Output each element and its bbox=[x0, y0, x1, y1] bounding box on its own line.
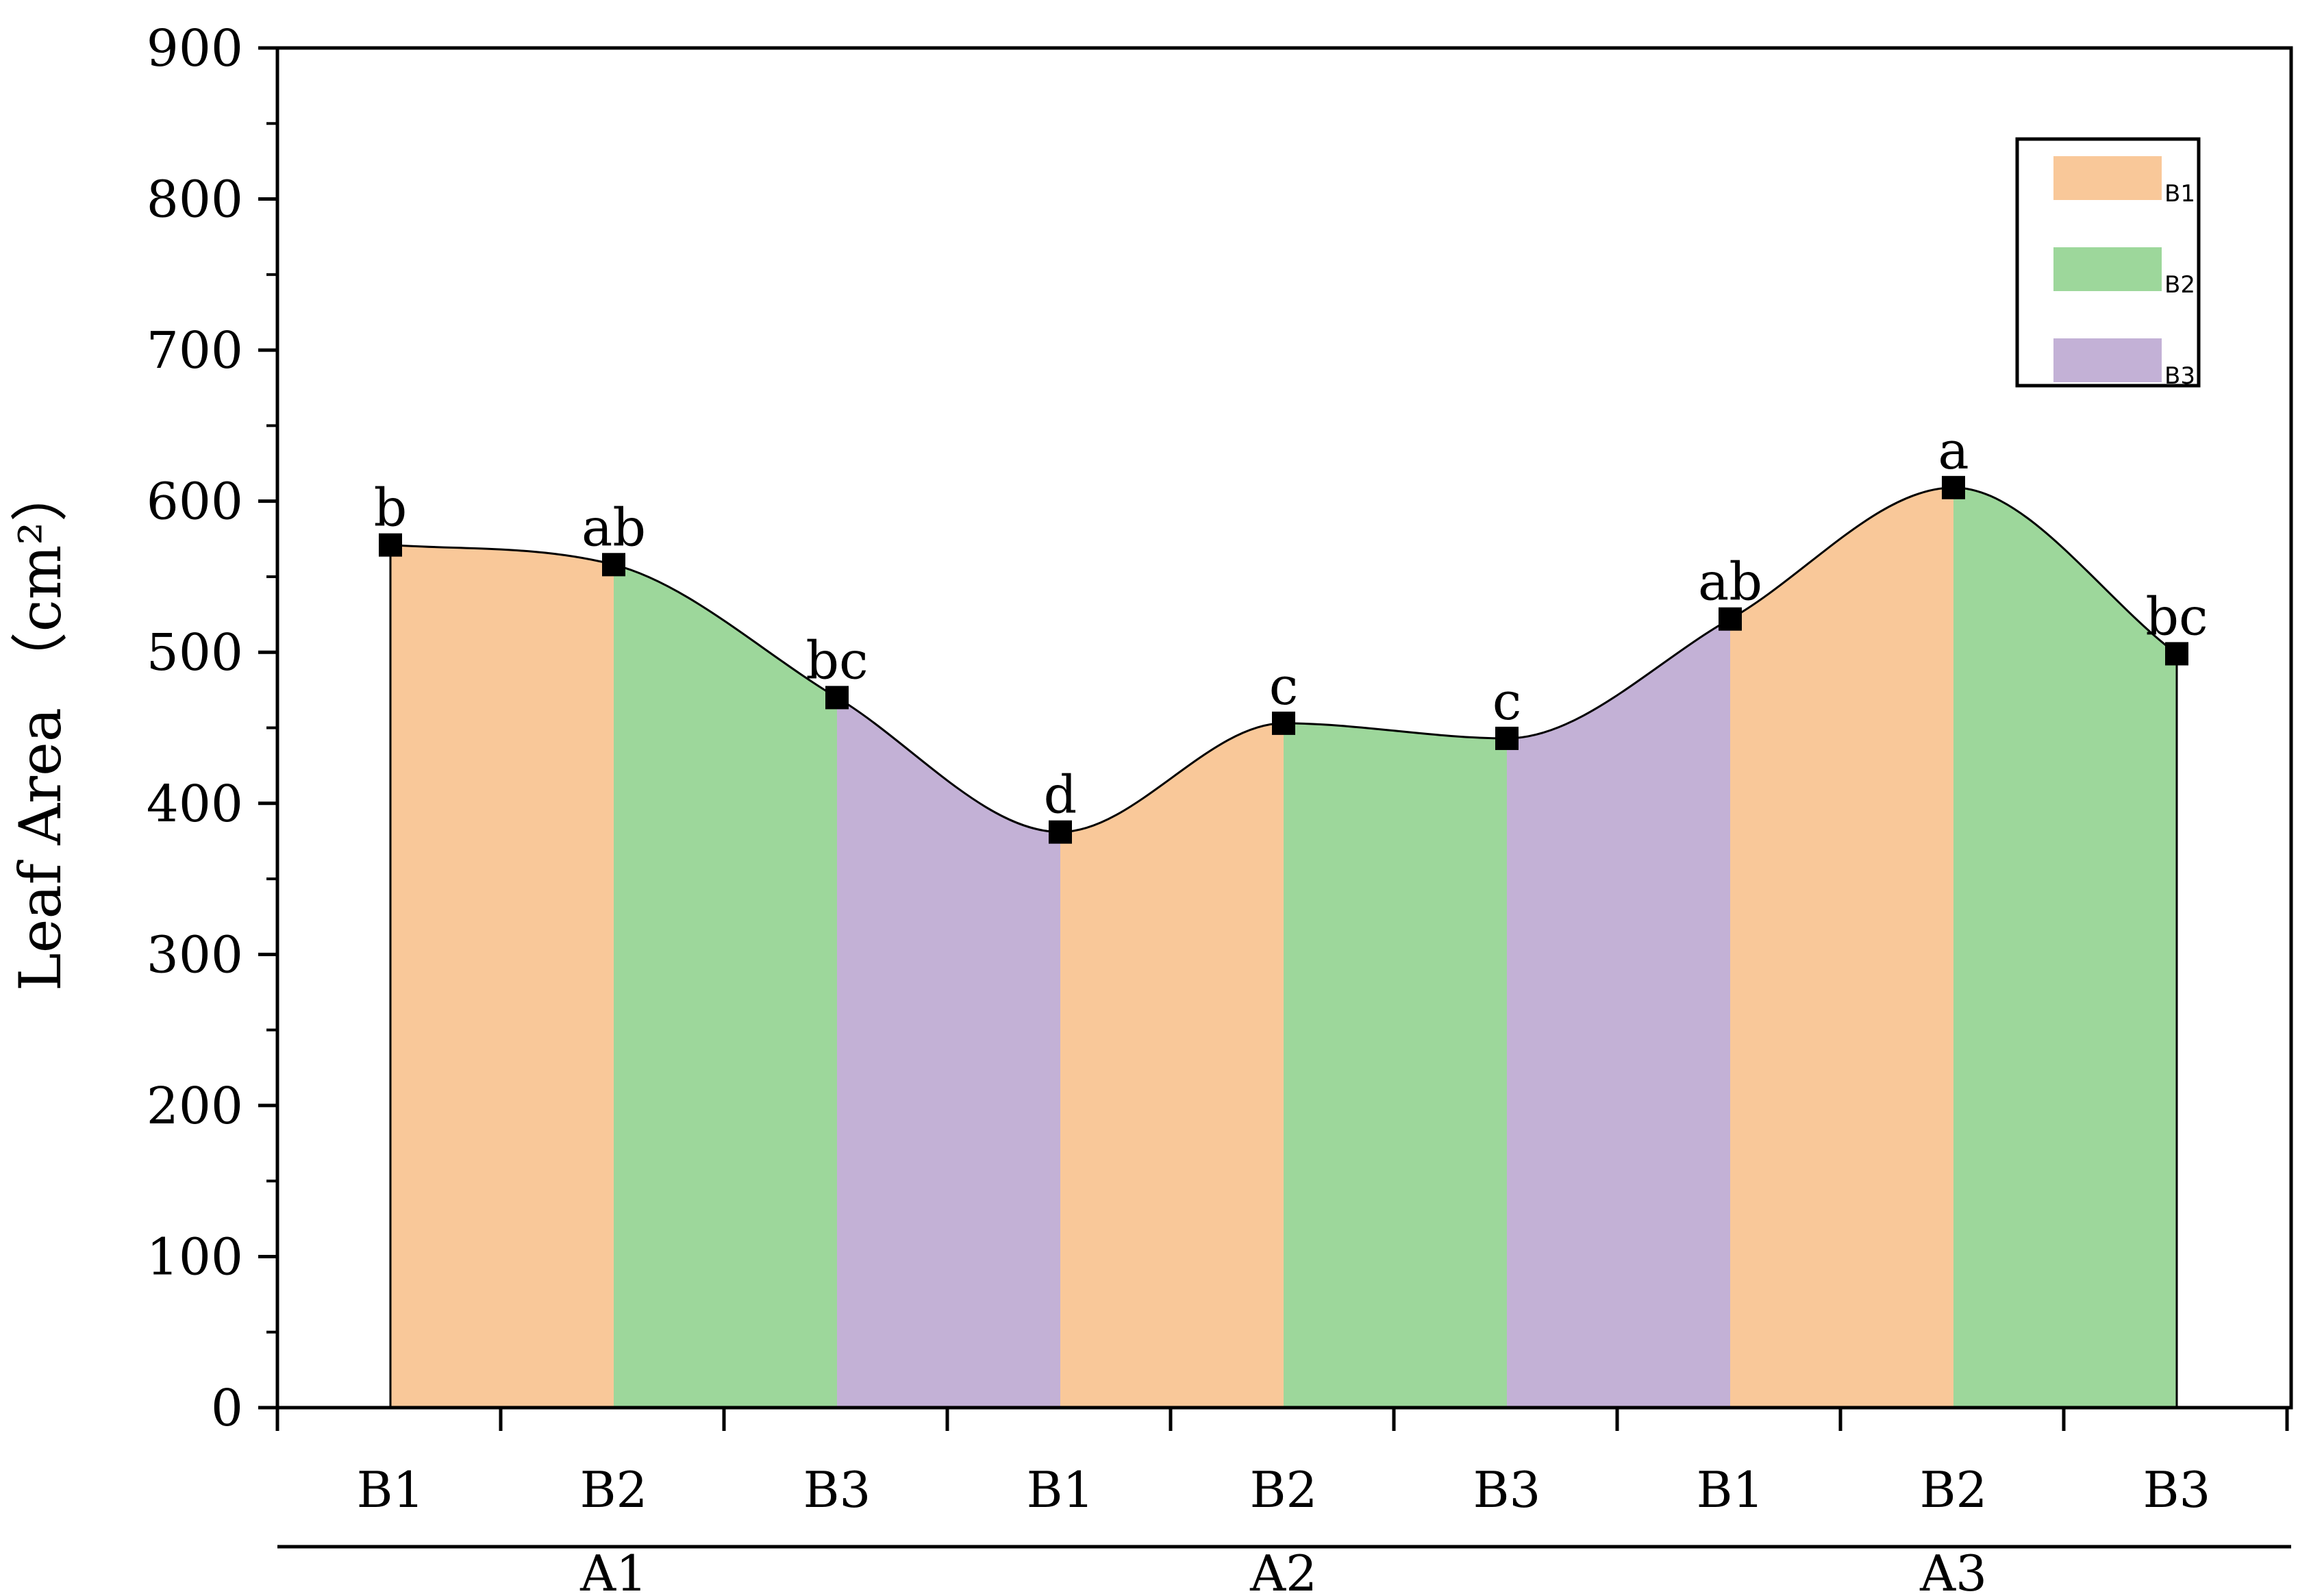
x-group-label: A3 bbox=[1919, 1545, 1987, 1596]
significance-letter: ab bbox=[582, 497, 646, 558]
legend-label: B3 bbox=[2164, 362, 2195, 390]
y-axis-label: Leaf Area （cm²） bbox=[7, 464, 74, 991]
y-tick-label: 700 bbox=[147, 321, 243, 380]
area-segment bbox=[1953, 487, 2177, 1408]
y-tick-label: 0 bbox=[211, 1379, 243, 1438]
data-point-marker bbox=[379, 533, 402, 557]
significance-letter: c bbox=[1493, 671, 1522, 732]
y-tick-label: 200 bbox=[147, 1077, 243, 1136]
x-group-label: A2 bbox=[1249, 1545, 1317, 1596]
data-point-marker bbox=[1495, 726, 1519, 750]
y-tick-label: 400 bbox=[147, 775, 243, 834]
area-segment bbox=[1284, 723, 1507, 1408]
area-segment bbox=[614, 564, 837, 1408]
area-segment bbox=[1730, 487, 1953, 1408]
data-point-marker bbox=[1049, 820, 1072, 844]
data-point-markers bbox=[379, 475, 2188, 844]
legend-label: B1 bbox=[2164, 180, 2195, 208]
legend-swatch bbox=[2053, 338, 2162, 382]
data-point-marker bbox=[1942, 475, 1965, 499]
significance-letter: bc bbox=[805, 629, 868, 690]
y-tick-label: 100 bbox=[147, 1227, 243, 1286]
legend: B1 B2 B3 bbox=[2015, 137, 2201, 390]
significance-letter: c bbox=[1269, 656, 1299, 716]
x-category-label: B2 bbox=[1920, 1461, 1988, 1519]
legend-swatch bbox=[2053, 247, 2162, 291]
y-tick-label: 600 bbox=[147, 473, 243, 532]
significance-letter: bc bbox=[2145, 586, 2208, 647]
legend-swatch bbox=[2053, 156, 2162, 200]
y-tick-label: 800 bbox=[147, 171, 243, 229]
legend-label: B2 bbox=[2164, 271, 2195, 299]
y-tick-label: 300 bbox=[147, 925, 243, 984]
significance-letter: d bbox=[1044, 764, 1077, 825]
x-category-label: B3 bbox=[1473, 1461, 1541, 1519]
data-point-marker bbox=[1272, 711, 1295, 735]
significance-letters: b ab bc d c c ab a bc bbox=[374, 420, 2208, 825]
x-group-label: A1 bbox=[579, 1545, 647, 1596]
area-segments bbox=[389, 487, 2178, 1408]
data-point-marker bbox=[602, 553, 625, 577]
y-tick-label: 900 bbox=[147, 19, 243, 78]
x-category-label: B1 bbox=[1027, 1461, 1095, 1519]
significance-letter: b bbox=[374, 477, 408, 538]
significance-letter: ab bbox=[1698, 551, 1762, 612]
data-point-marker bbox=[2165, 642, 2188, 666]
area-segment bbox=[1507, 619, 1730, 1408]
data-point-marker bbox=[1719, 607, 1742, 631]
x-category-label: B1 bbox=[357, 1461, 425, 1519]
x-axis: B1 B2 B3 B1 B2 B3 B1 B2 B3 A1 A2 A3 bbox=[275, 1408, 2291, 1596]
area-segment bbox=[390, 545, 614, 1408]
y-tick-label: 500 bbox=[147, 623, 243, 682]
x-category-label: B2 bbox=[1250, 1461, 1318, 1519]
significance-letter: a bbox=[1938, 420, 1969, 481]
area-segment bbox=[837, 697, 1060, 1408]
x-category-label: B1 bbox=[1697, 1461, 1764, 1519]
x-category-label: B2 bbox=[580, 1461, 648, 1519]
x-category-label: B3 bbox=[803, 1461, 871, 1519]
area-segment bbox=[1060, 723, 1284, 1408]
data-point-marker bbox=[825, 686, 849, 710]
x-category-label: B3 bbox=[2143, 1461, 2211, 1519]
y-axis: 0 100 200 300 400 500 600 700 800 900 bbox=[147, 19, 277, 1438]
